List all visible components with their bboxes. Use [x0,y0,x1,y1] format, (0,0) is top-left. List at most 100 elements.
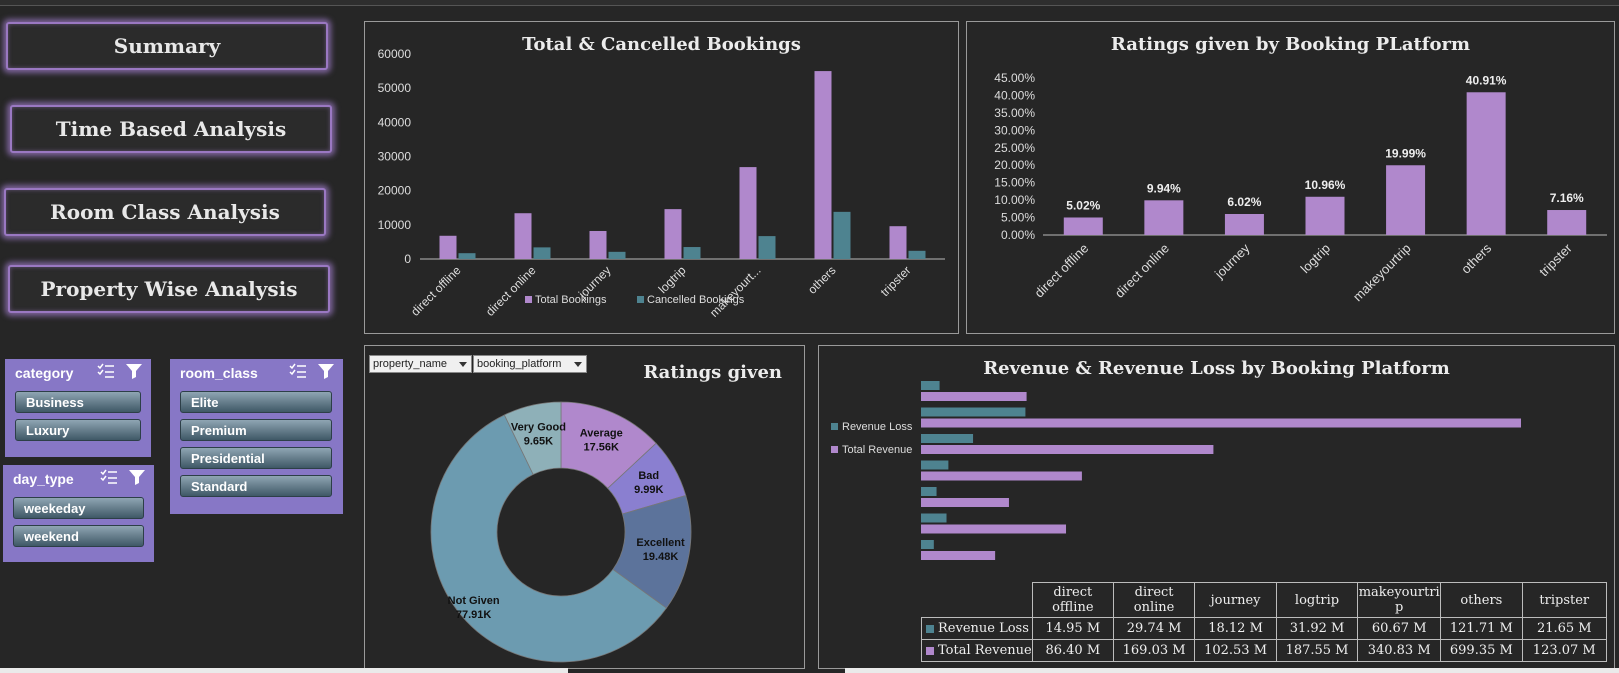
multi-select-icon[interactable] [100,469,118,485]
scrollbar-strip[interactable] [0,668,568,673]
y-tick-label: 30.00% [994,123,1035,137]
ratings-donut-panel[interactable]: property_name booking_platform Ratings g… [364,345,805,669]
revenue-bar-chart: Revenue Loss Total Revenue [831,381,1521,560]
revenue-loss-bar[interactable] [921,381,940,390]
rating-share-bar[interactable] [1305,196,1345,235]
donut-slice[interactable] [503,401,562,475]
cancelled-bookings-bar[interactable] [683,247,701,259]
slice-name-label: Very Good [511,422,566,434]
legend-swatch [926,646,934,655]
y-tick-label: 10.00% [994,193,1035,207]
revenue-loss-bar[interactable] [921,407,1026,417]
total-bookings-bar[interactable] [514,213,532,259]
bookings-chart-panel[interactable]: Total & Cancelled Bookings 0 10000 20000 30… [364,21,959,334]
room-class-analysis-button[interactable]: Room Class Analysis [4,188,326,236]
day-type-slicer[interactable]: day_type weekeday weekend [3,465,154,562]
clear-filter-icon[interactable] [317,363,335,379]
property-name-filter-dropdown[interactable]: property_name [369,355,472,373]
x-tick-label: tripster [878,263,914,299]
revenue-loss-bar[interactable] [921,487,937,496]
total-revenue-bar[interactable] [921,498,1009,507]
chart-title: Total & Cancelled Bookings [522,34,801,55]
chart-title: Ratings given [643,362,782,383]
slicer-item-weekend[interactable]: weekend [13,525,144,547]
x-tick-label: direct online [1112,241,1172,301]
donut-slice[interactable] [430,414,668,663]
row-label: Total Revenue [938,643,1032,658]
slicer-item-business[interactable]: Business [15,391,141,413]
cancelled-bookings-bar[interactable] [458,253,476,259]
rating-share-bar[interactable] [1466,92,1506,235]
property-wise-analysis-button[interactable]: Property Wise Analysis [8,265,330,313]
legend-swatch [831,423,838,430]
total-revenue-bar[interactable] [921,524,1067,534]
x-tick-label: makeyourtrip [1350,241,1414,305]
total-revenue-bar[interactable] [921,551,996,560]
slicer-item-presidential[interactable]: Presidential [180,447,332,469]
total-revenue-bar[interactable] [921,471,1082,481]
cancelled-bookings-bar[interactable] [833,211,851,259]
slicer-item-standard[interactable]: Standard [180,475,332,497]
multi-select-icon[interactable] [97,363,115,379]
revenue-loss-bar[interactable] [921,460,949,470]
bookings-bar-chart: 0 10000 20000 30000 40000 50000 60000 direct of… [378,47,945,320]
total-bookings-bar[interactable] [439,235,457,259]
slicer-item-elite[interactable]: Elite [180,391,332,413]
table-cell: 14.95 M [1031,617,1114,640]
table-column-header: logtrip [1275,582,1359,618]
table-cell: 340.83 M [1357,639,1442,662]
revenue-loss-bar[interactable] [921,540,934,549]
total-revenue-bar[interactable] [921,418,1521,428]
total-bookings-bar[interactable] [814,71,832,259]
slice-value-label: 9.65K [524,436,553,448]
total-bookings-bar[interactable] [664,209,682,259]
table-cell: 102.53 M [1194,639,1277,662]
revenue-chart-panel[interactable]: Revenue & Revenue Loss by Booking Platfo… [818,345,1615,669]
cancelled-bookings-bar[interactable] [908,250,926,259]
multi-select-icon[interactable] [289,363,307,379]
dropdown-label: property_name [373,358,447,370]
time-based-analysis-button[interactable]: Time Based Analysis [10,105,332,153]
x-tick-label: makeyourt... [707,263,764,320]
ratings-platform-chart-panel[interactable]: Ratings given by Booking PLatform 0.00% 5… [966,21,1615,334]
cancelled-bookings-bar[interactable] [758,236,776,259]
slicer-title: day_type [13,471,74,487]
revenue-loss-bar[interactable] [921,513,947,523]
x-tick-label: logtrip [1297,241,1333,277]
total-revenue-bar[interactable] [921,392,1027,401]
booking-platform-filter-dropdown[interactable]: booking_platform [473,355,587,373]
cancelled-bookings-bar[interactable] [533,247,551,259]
slicer-item-luxury[interactable]: Luxury [15,419,141,441]
rating-share-bar[interactable] [1063,217,1103,235]
summary-button[interactable]: Summary [6,22,328,70]
clear-filter-icon[interactable] [125,363,143,379]
data-label: 10.96% [1305,178,1346,192]
slice-name-label: Bad [638,470,659,482]
rating-share-bar[interactable] [1386,165,1426,235]
cancelled-bookings-bar[interactable] [608,251,626,259]
x-tick-label: direct offline [408,263,464,319]
x-tick-label: direct offline [1031,241,1091,301]
category-slicer[interactable]: category Business Luxury [5,359,151,457]
slicer-item-weekeday[interactable]: weekeday [13,497,144,519]
total-bookings-bar[interactable] [889,226,907,259]
table-cell: 121.71 M [1440,617,1523,640]
table-column-header: others [1440,582,1523,618]
scrollbar-strip[interactable] [845,668,1619,673]
revenue-loss-bar[interactable] [921,434,974,443]
legend-label: Cancelled Bookings [647,294,745,306]
rating-share-bar[interactable] [1547,210,1587,235]
x-tick-label: logtrip [656,263,689,296]
rating-share-bar[interactable] [1144,200,1184,235]
total-bookings-bar[interactable] [589,230,607,259]
total-revenue-bar[interactable] [921,445,1214,454]
rating-share-bar[interactable] [1224,213,1264,235]
y-tick-label: 5.00% [1001,211,1035,225]
slicer-item-premium[interactable]: Premium [180,419,332,441]
chart-title: Ratings given by Booking PLatform [1110,34,1471,55]
room-class-slicer[interactable]: room_class Elite Premium Presidential St… [170,359,343,514]
y-tick-label: 25.00% [994,141,1035,155]
total-bookings-bar[interactable] [739,167,757,259]
clear-filter-icon[interactable] [128,469,146,485]
slicer-title: room_class [180,365,258,381]
